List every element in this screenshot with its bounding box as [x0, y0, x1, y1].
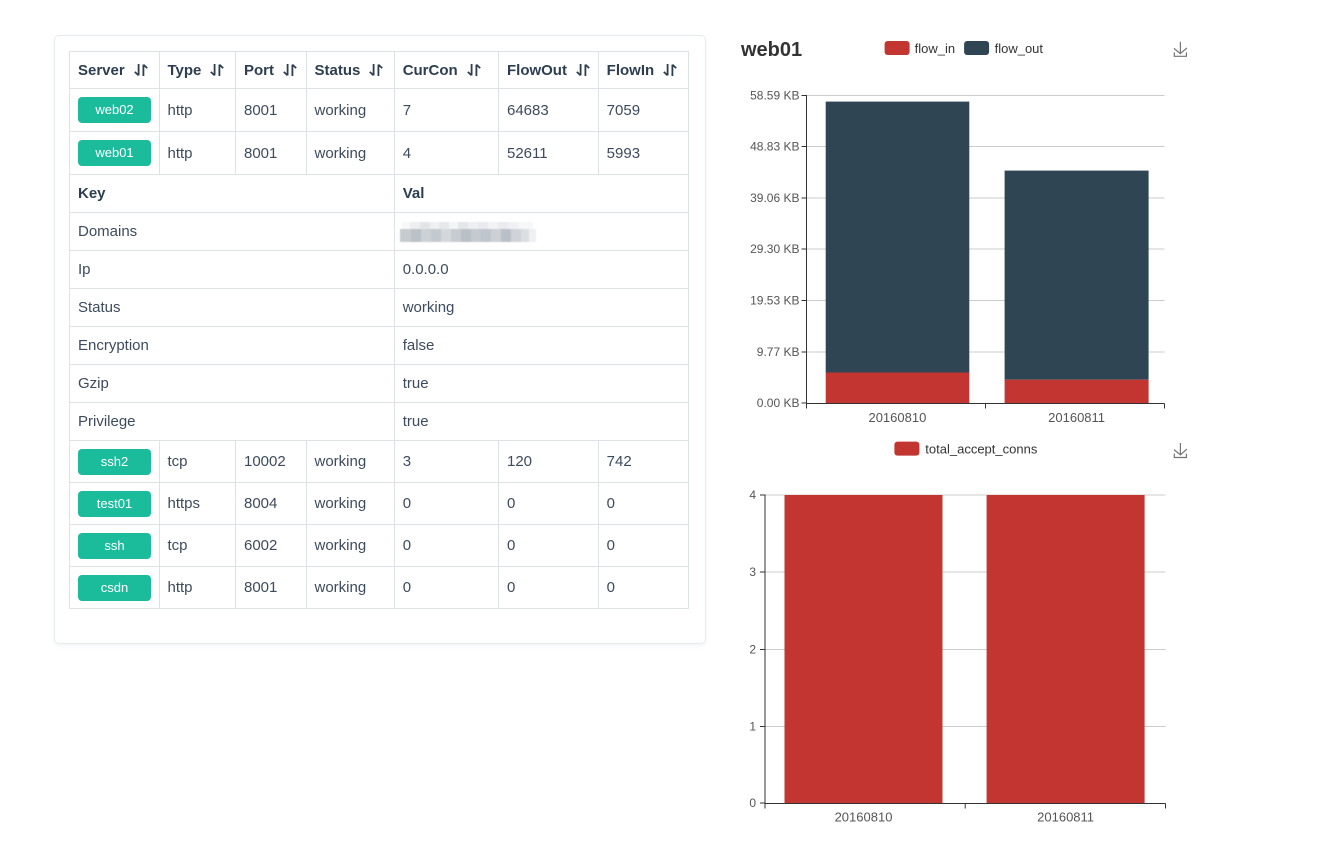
svg-text:58.59 KB: 58.59 KB [750, 89, 799, 103]
svg-text:29.30 KB: 29.30 KB [750, 242, 799, 256]
svg-text:3: 3 [749, 565, 756, 579]
svg-text:20160811: 20160811 [1048, 410, 1105, 425]
svg-text:0.00 KB: 0.00 KB [757, 396, 800, 410]
svg-text:web01: web01 [740, 39, 802, 61]
svg-text:19.53 KB: 19.53 KB [750, 294, 799, 308]
svg-text:1: 1 [749, 720, 756, 734]
svg-text:flow_in: flow_in [915, 41, 955, 56]
svg-text:20160811: 20160811 [1037, 810, 1094, 825]
svg-text:total_accept_conns: total_accept_conns [925, 442, 1038, 457]
svg-text:2: 2 [749, 643, 756, 657]
svg-text:4: 4 [749, 488, 756, 502]
svg-text:9.77 KB: 9.77 KB [757, 345, 800, 359]
svg-text:20160810: 20160810 [868, 410, 926, 425]
svg-text:0: 0 [749, 796, 756, 810]
svg-text:48.83 KB: 48.83 KB [750, 140, 799, 154]
svg-text:flow_out: flow_out [995, 41, 1044, 56]
svg-text:39.06 KB: 39.06 KB [750, 191, 799, 205]
svg-text:20160810: 20160810 [835, 810, 893, 825]
